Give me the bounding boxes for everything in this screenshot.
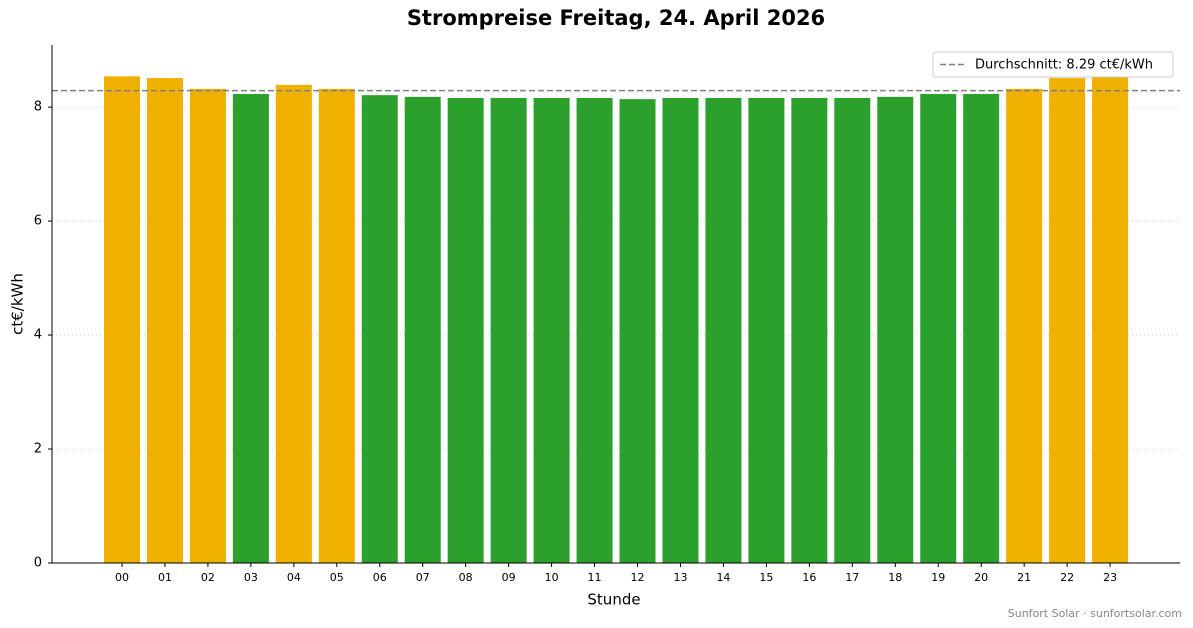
bar (877, 96, 914, 563)
bar (318, 88, 355, 563)
x-tick-label: 07 (416, 571, 430, 584)
bar (963, 94, 1000, 564)
legend-label: Durchschnitt: 8.29 ct€/kWh (975, 58, 1153, 73)
bar (275, 84, 312, 564)
bar (619, 99, 656, 563)
y-tick-label: 6 (34, 214, 42, 229)
x-tick-label: 09 (502, 571, 516, 584)
bar (1092, 76, 1129, 563)
bar (920, 94, 957, 564)
x-tick-label: 12 (631, 571, 645, 584)
x-tick-label: 22 (1060, 571, 1074, 584)
y-tick-label: 0 (34, 556, 42, 571)
x-tick-label: 04 (287, 571, 301, 584)
x-tick-label: 10 (545, 571, 559, 584)
x-tick-label: 08 (459, 571, 473, 584)
x-tick-label: 05 (330, 571, 344, 584)
x-tick-label: 21 (1017, 571, 1031, 584)
x-tick-label: 15 (759, 571, 773, 584)
bar (447, 97, 484, 563)
y-tick-label: 2 (34, 442, 42, 457)
x-tick-label: 18 (888, 571, 902, 584)
x-tick-label: 23 (1103, 571, 1117, 584)
x-tick-label: 11 (588, 571, 602, 584)
x-tick-label: 06 (373, 571, 387, 584)
bar (533, 97, 570, 563)
bar (146, 78, 183, 564)
x-axis-label: Stunde (587, 591, 640, 609)
x-tick-label: 00 (115, 571, 129, 584)
bar (1006, 88, 1043, 563)
x-tick-label: 13 (673, 571, 687, 584)
footer: Sunfort Solar · sunfortsolar.com (1008, 607, 1182, 620)
x-tick-label: 16 (802, 571, 816, 584)
bar (576, 97, 613, 563)
chart-title: Strompreise Freitag, 24. April 2026 (407, 6, 825, 30)
y-tick-label: 4 (34, 328, 42, 343)
bar (705, 97, 742, 563)
bar (834, 97, 871, 563)
bar (662, 97, 699, 563)
bar (748, 97, 785, 563)
bar (490, 97, 527, 563)
bar (1049, 78, 1086, 564)
bar (104, 76, 140, 563)
x-tick-label: 01 (158, 571, 172, 584)
bar (791, 97, 828, 563)
x-tick-label: 03 (244, 571, 258, 584)
bar (404, 96, 441, 563)
x-tick-label: 17 (845, 571, 859, 584)
x-tick-label: 20 (974, 571, 988, 584)
x-tick-label: 19 (931, 571, 945, 584)
bar (232, 94, 269, 564)
y-axis-label: ct€/kWh (9, 273, 27, 335)
x-tick-label: 14 (716, 571, 730, 584)
bar (189, 88, 226, 563)
x-tick-label: 02 (201, 571, 215, 584)
legend-box (932, 51, 1174, 78)
y-tick-label: 8 (34, 100, 42, 115)
bar (361, 95, 398, 564)
